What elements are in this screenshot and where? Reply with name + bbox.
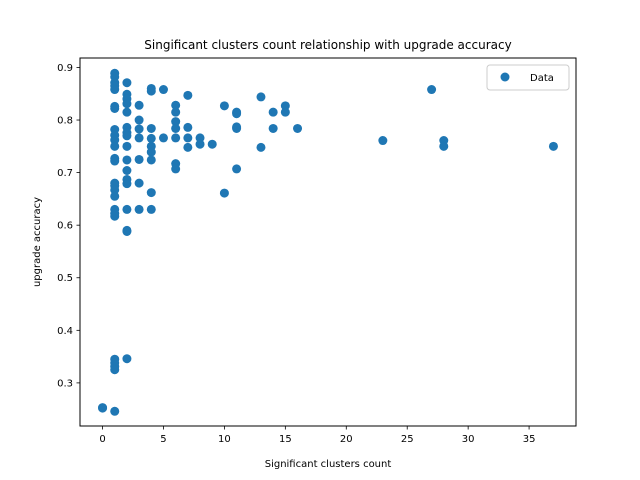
legend-box [486, 64, 570, 91]
data-point [134, 133, 144, 143]
x-tick-label: 20 [340, 434, 353, 445]
x-tick-label: 15 [279, 434, 292, 445]
data-point [256, 142, 266, 152]
data-point [146, 123, 156, 133]
data-point [439, 141, 449, 151]
y-tick-label: 0.6 [57, 221, 73, 232]
x-tick-label: 25 [401, 434, 414, 445]
y-tick-label: 0.4 [57, 326, 73, 337]
data-point [110, 211, 120, 221]
y-axis-ticks: 0.3 0.4 0.5 0.6 0.7 0.8 0.9 [57, 63, 80, 389]
data-point [122, 78, 132, 88]
y-tick-label: 0.9 [57, 63, 73, 74]
data-point [146, 147, 156, 157]
data-point [122, 141, 132, 151]
x-axis-ticks: 0 5 10 15 20 25 30 35 [99, 426, 535, 445]
data-point [171, 107, 181, 117]
legend-label: Data [530, 73, 554, 84]
data-point [195, 133, 205, 143]
data-point [158, 133, 168, 143]
x-tick-label: 5 [160, 434, 166, 445]
legend: Data [486, 64, 570, 91]
data-point [293, 123, 303, 133]
data-point [280, 107, 290, 117]
data-point [232, 123, 242, 133]
data-point [134, 124, 144, 134]
data-point [110, 85, 120, 95]
y-tick-label: 0.5 [57, 273, 73, 284]
legend-marker [500, 72, 510, 82]
data-point [122, 226, 132, 236]
data-point [110, 103, 120, 113]
x-tick-label: 0 [99, 434, 105, 445]
data-point [548, 141, 558, 151]
y-tick-label: 0.3 [57, 378, 73, 389]
data-point [171, 100, 181, 110]
x-tick-label: 30 [462, 434, 475, 445]
data-point [195, 139, 205, 149]
data-point [207, 139, 217, 149]
data-point [134, 204, 144, 214]
data-point [268, 107, 278, 117]
data-point [122, 166, 132, 175]
y-tick-label: 0.7 [57, 168, 73, 179]
data-point [134, 178, 144, 188]
data-point [122, 179, 132, 189]
data-point [122, 107, 132, 117]
data-point [183, 122, 193, 132]
data-point [110, 141, 120, 151]
data-point [219, 101, 229, 111]
data-point [146, 204, 156, 214]
data-point [146, 155, 156, 165]
data-point [171, 117, 181, 127]
y-axis-label: upgrade accuracy [32, 197, 43, 287]
data-point [171, 123, 181, 133]
data-point [146, 86, 156, 96]
data-point [110, 135, 120, 145]
data-point [158, 85, 168, 95]
x-tick-label: 35 [523, 434, 536, 445]
data-point [232, 164, 242, 174]
data-point [146, 133, 156, 143]
data-point [110, 406, 120, 416]
data-point [110, 156, 120, 166]
data-point [122, 354, 132, 364]
data-point [110, 365, 120, 375]
data-point [219, 188, 229, 198]
data-point [280, 101, 290, 111]
data-point [122, 204, 132, 214]
data-point [183, 133, 193, 143]
data-point [268, 123, 278, 133]
data-point [171, 164, 181, 174]
data-point [183, 90, 193, 100]
data-point [378, 136, 388, 146]
data-point [232, 109, 242, 119]
data-point [256, 92, 266, 102]
data-point [134, 154, 144, 164]
data-point [134, 115, 144, 125]
chart-title: Singificant clusters count relationship … [144, 38, 511, 52]
data-point [122, 99, 132, 109]
data-point [171, 133, 181, 143]
data-point [110, 185, 120, 195]
data-points [98, 68, 558, 416]
x-tick-label: 10 [218, 434, 231, 445]
data-point [98, 403, 108, 413]
data-point [146, 188, 156, 198]
data-point [134, 100, 144, 110]
data-point [183, 142, 193, 152]
data-point [427, 85, 437, 95]
y-tick-label: 0.8 [57, 116, 73, 127]
data-point [110, 191, 120, 201]
data-point [122, 155, 132, 165]
data-point [122, 131, 132, 141]
x-axis-label: Significant clusters count [265, 459, 392, 470]
plot-frame [79, 57, 577, 427]
